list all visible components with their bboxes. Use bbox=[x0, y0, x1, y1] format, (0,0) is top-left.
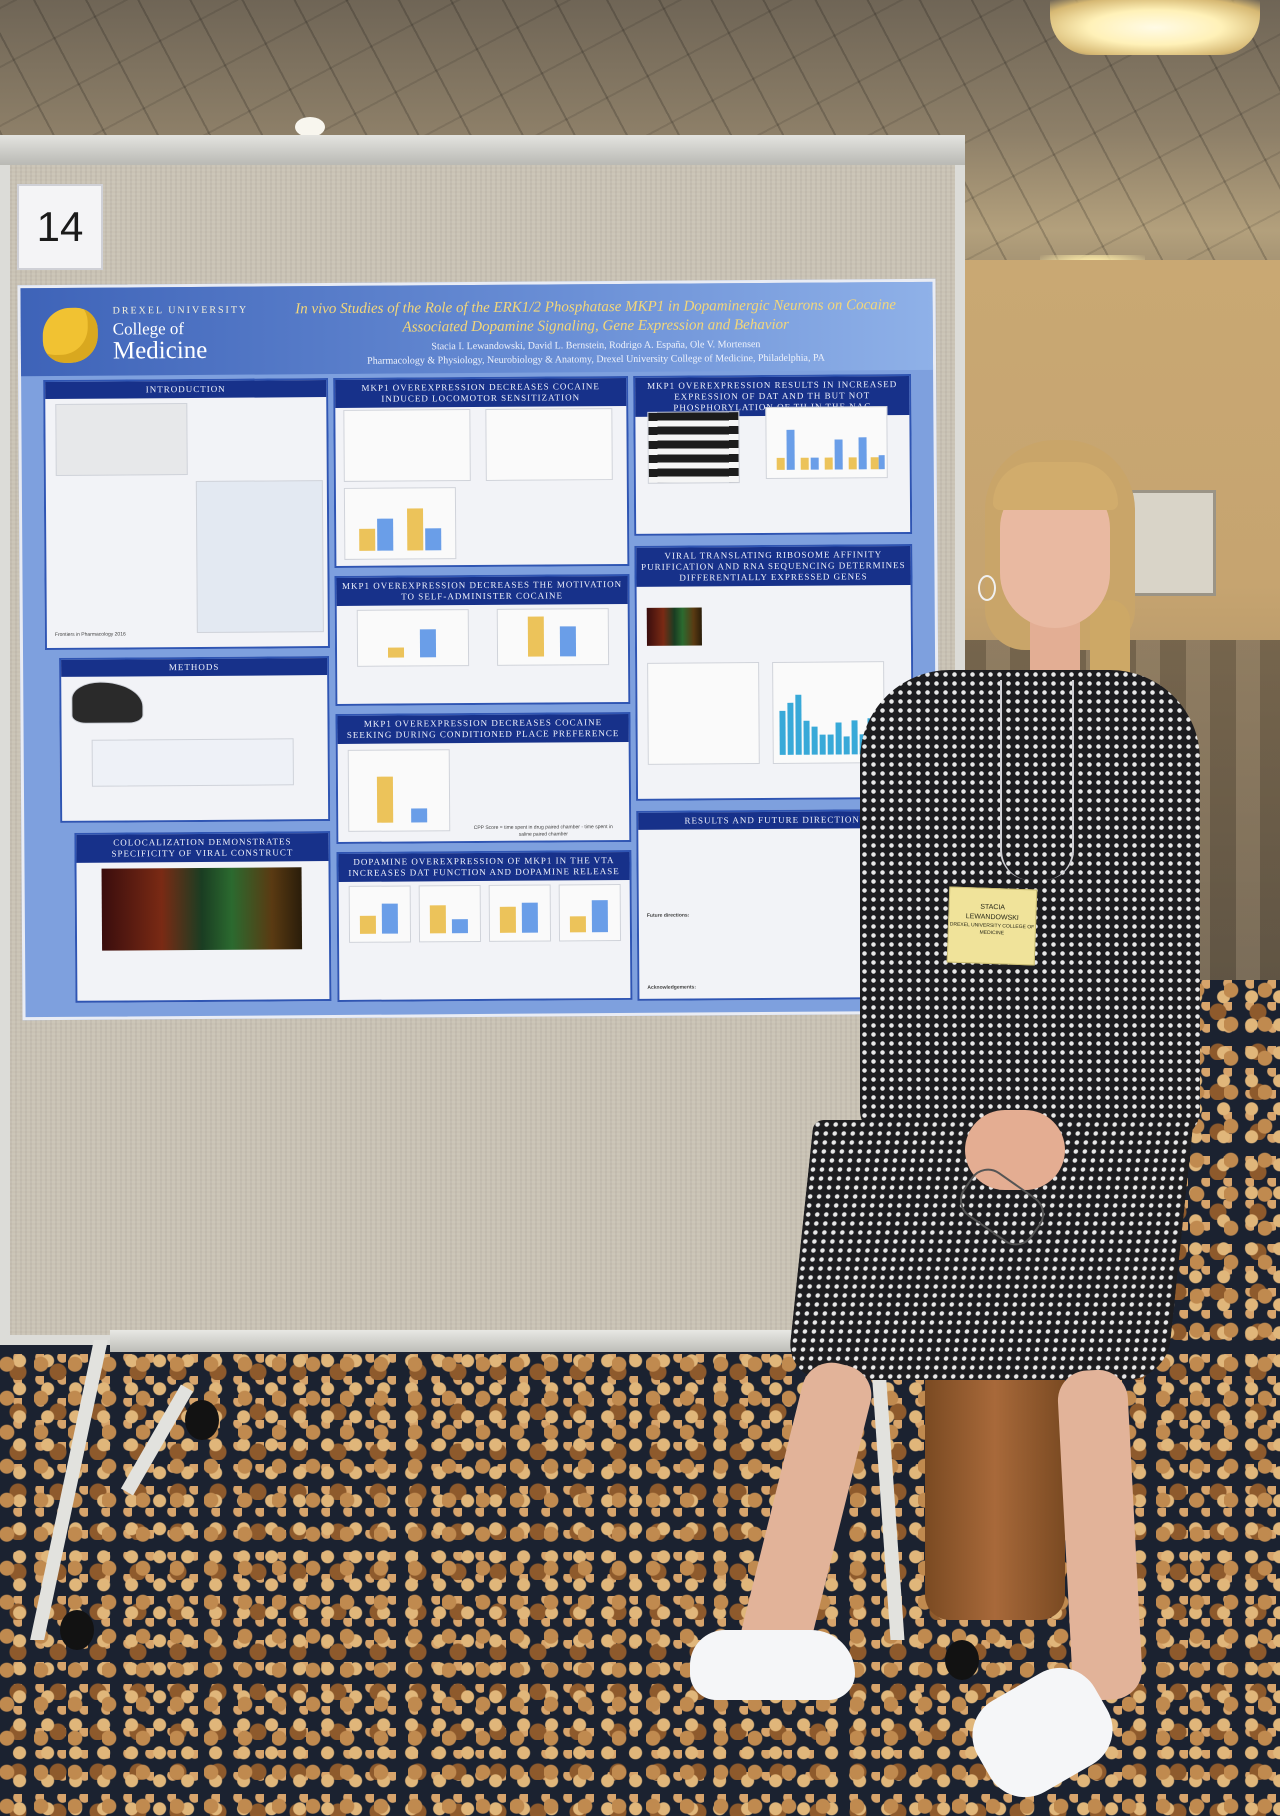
dopaminergic-cells-image bbox=[646, 607, 702, 646]
poster-affiliation: Pharmacology & Physiology, Neurobiology … bbox=[367, 352, 825, 367]
bar-chart-cpp bbox=[347, 749, 451, 832]
poster-authors: Stacia I. Lewandowski, David L. Bernstei… bbox=[431, 339, 761, 353]
microscopy-image bbox=[101, 867, 303, 951]
section-heading: MKP1 OVEREXPRESSION DECREASES THE MOTIVA… bbox=[336, 575, 628, 606]
signaling-pathway-diagram bbox=[195, 480, 324, 633]
ceiling-light bbox=[295, 117, 325, 137]
section-heading: VIRAL TRANSLATING RIBOSOME AFFINITY PURI… bbox=[636, 545, 911, 587]
section-introduction: INTRODUCTION Frontiers in Pharmacology 2… bbox=[43, 378, 330, 651]
bar-chart-uptake-cocaine bbox=[418, 884, 482, 943]
western-blot-image bbox=[647, 411, 740, 484]
research-poster: DREXEL UNIVERSITY College of Medicine In… bbox=[17, 278, 941, 1021]
line-chart-mkp1 bbox=[485, 408, 613, 481]
logo-university: DREXEL UNIVERSITY bbox=[112, 304, 249, 317]
hoop-earring bbox=[978, 575, 996, 601]
section-self-administration: MKP1 OVEREXPRESSION DECREASES THE MOTIVA… bbox=[334, 573, 631, 707]
bar-chart-locomotor bbox=[343, 487, 457, 560]
bar-chart-self-admin-a bbox=[356, 609, 470, 667]
cpp-note: CPP Score = time spent in drug paired ch… bbox=[473, 824, 613, 838]
board-top-rail bbox=[0, 135, 965, 165]
acknowledgements-label: Acknowledgements: bbox=[647, 984, 697, 991]
poster-title: In vivo Studies of the Role of the ERK1/… bbox=[295, 297, 897, 336]
lanyard bbox=[1000, 680, 1074, 880]
dragon-logo-icon bbox=[42, 307, 98, 364]
caster-wheel bbox=[945, 1640, 979, 1680]
caster-wheel bbox=[60, 1610, 94, 1650]
background-sign bbox=[1130, 490, 1216, 596]
section-voltammetry: DOPAMINE OVEREXPRESSION OF MKP1 IN THE V… bbox=[336, 849, 633, 1002]
scatter-plot-rnaseq bbox=[647, 662, 760, 765]
caster-wheel bbox=[185, 1400, 219, 1440]
section-heading: INTRODUCTION bbox=[45, 380, 327, 400]
section-heading: COLOCALIZATION DEMONSTRATES SPECIFICITY … bbox=[76, 833, 329, 863]
bar-chart-western bbox=[765, 406, 888, 479]
board-bottom-rail bbox=[110, 1330, 960, 1352]
section-heading: MKP1 OVEREXPRESSION DECREASES COCAINE SE… bbox=[337, 713, 629, 744]
white-sneaker bbox=[690, 1630, 855, 1700]
section-heading: MKP1 OVEREXPRESSION DECREASES COCAINE IN… bbox=[335, 377, 627, 408]
section-heading: DOPAMINE OVEREXPRESSION OF MKP1 IN THE V… bbox=[338, 851, 630, 882]
person-bangs bbox=[993, 462, 1118, 510]
section-heading: METHODS bbox=[61, 658, 328, 677]
clasped-hands bbox=[965, 1110, 1065, 1190]
line-chart-control bbox=[343, 409, 471, 482]
section-colocalization: COLOCALIZATION DEMONSTRATES SPECIFICITY … bbox=[74, 831, 332, 1003]
future-directions-label: Future directions: bbox=[646, 912, 690, 919]
bar-chart-baseline-uptake bbox=[348, 885, 412, 943]
viral-construct-diagram bbox=[91, 738, 294, 787]
bar-chart-baseline-release bbox=[488, 884, 552, 942]
section-methods: METHODS bbox=[59, 656, 331, 823]
section-cpp: MKP1 OVEREXPRESSION DECREASES COCAINE SE… bbox=[335, 711, 632, 845]
bar-chart-release-cocaine bbox=[558, 884, 622, 942]
section-locomotor: MKP1 OVEREXPRESSION DECREASES COCAINE IN… bbox=[333, 375, 630, 569]
chandelier bbox=[1050, 0, 1260, 55]
logo-medicine: Medicine bbox=[112, 336, 208, 365]
poster-number-card: 14 bbox=[17, 184, 103, 270]
mouse-illustration bbox=[71, 681, 144, 724]
poster-header: DREXEL UNIVERSITY College of Medicine In… bbox=[20, 281, 934, 377]
citation: Frontiers in Pharmacology 2016 bbox=[54, 631, 126, 638]
name-badge: STACIA LEWANDOWSKI DREXEL UNIVERSITY COL… bbox=[946, 886, 1038, 966]
bar-chart-self-admin-b bbox=[496, 608, 610, 666]
section-western-blot: MKP1 OVEREXPRESSION RESULTS IN INCREASED… bbox=[633, 373, 913, 536]
brain-diagram bbox=[55, 403, 188, 476]
badge-institution: DREXEL UNIVERSITY COLLEGE OF MEDICINE bbox=[949, 921, 1035, 937]
